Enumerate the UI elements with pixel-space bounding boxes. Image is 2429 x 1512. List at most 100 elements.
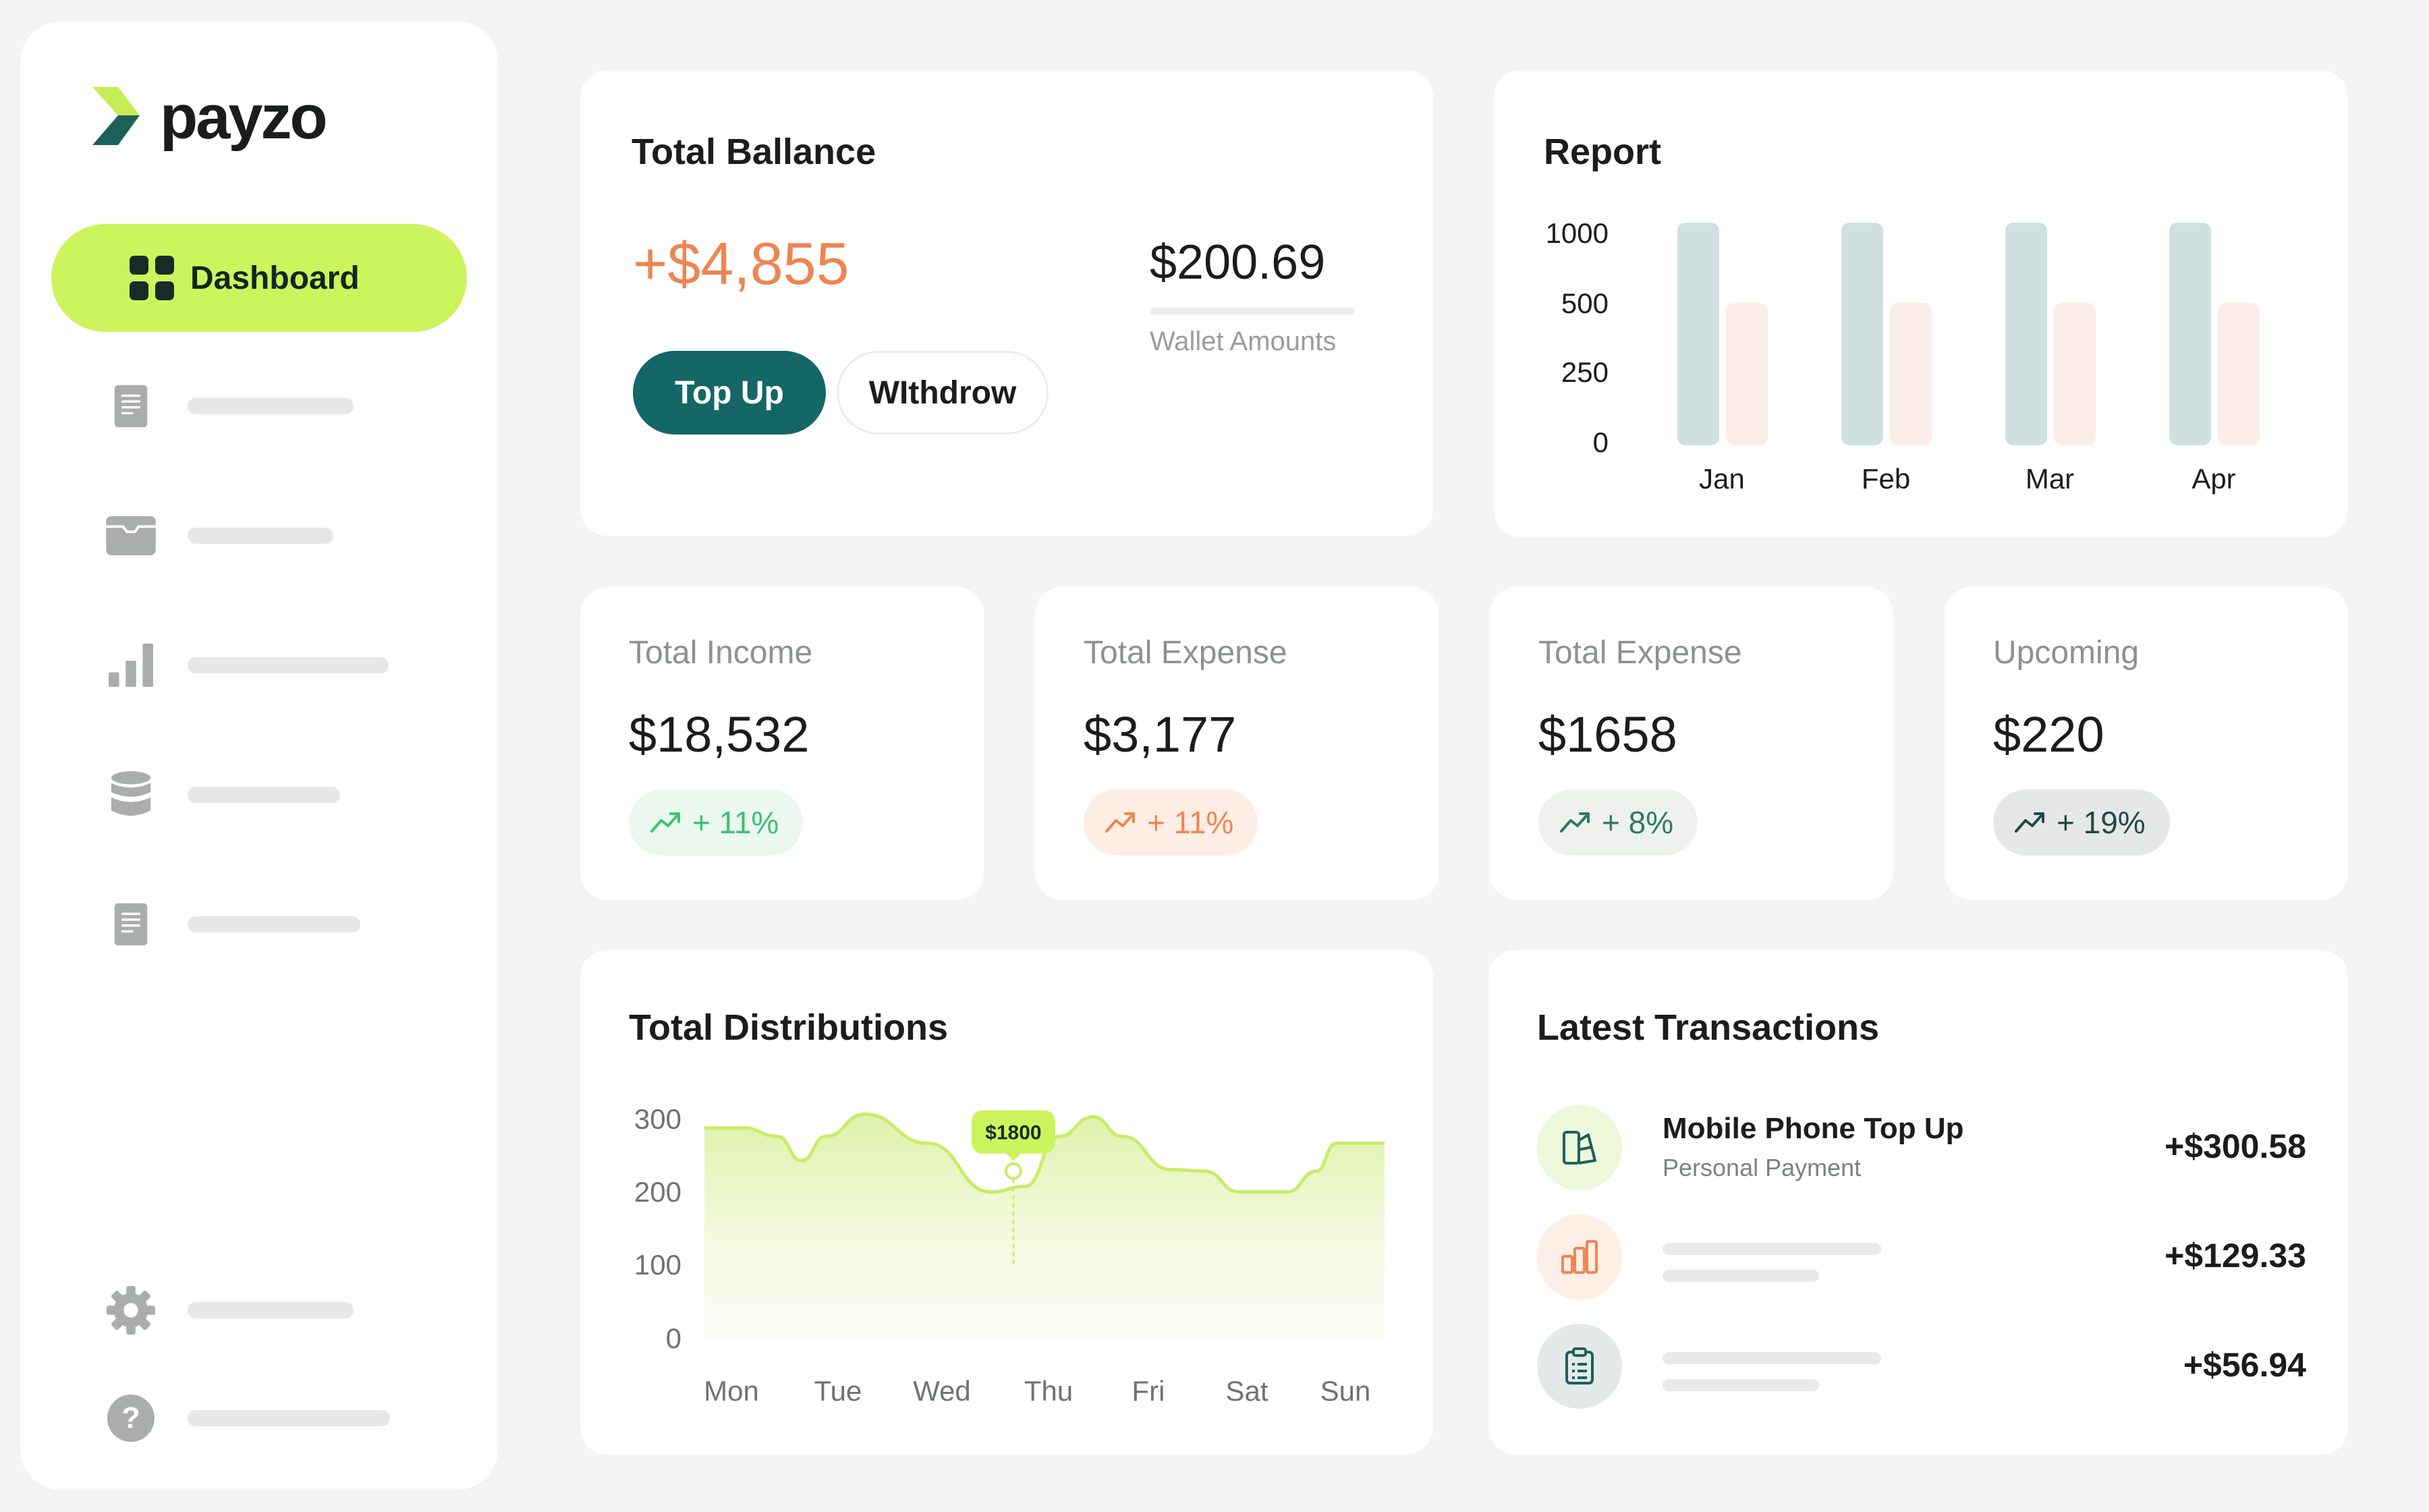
transaction-row[interactable]: Mobile Phone Top Up Personal Payment +$3… xyxy=(1537,1105,2306,1190)
stat-card-total-expense-2: Total Expense $1658 + 8% xyxy=(1490,587,1893,900)
report-bar xyxy=(1677,223,1719,445)
sidebar-item-settings[interactable] xyxy=(20,1270,498,1351)
report-bar xyxy=(2054,302,2096,445)
report-bar xyxy=(2169,223,2211,445)
help-icon: ? xyxy=(105,1393,157,1444)
transaction-subtitle: Personal Payment xyxy=(1663,1154,1862,1181)
stat-label: Upcoming xyxy=(1993,635,2140,671)
transaction-row[interactable]: +$56.94 xyxy=(1537,1324,2306,1409)
transaction-amount: +$129.33 xyxy=(2165,1237,2306,1275)
transaction-row[interactable]: +$129.33 xyxy=(1537,1214,2306,1299)
tooltip-bubble xyxy=(971,1110,1055,1154)
sidebar-item-placeholder xyxy=(188,916,360,932)
trend-badge: + 11% xyxy=(629,789,804,856)
x-tick-label: Mar xyxy=(2026,463,2074,495)
transaction-title-placeholder xyxy=(1663,1352,1881,1364)
database-icon xyxy=(105,769,157,820)
chart-icon xyxy=(1537,1214,1622,1299)
tooltip-arrow xyxy=(1005,1152,1022,1161)
stat-label: Total Income xyxy=(629,635,813,671)
y-tick-label: 0 xyxy=(1593,426,1609,458)
transaction-subtitle-placeholder xyxy=(1663,1379,1819,1391)
sidebar-item-placeholder xyxy=(188,398,354,414)
sidebar-item-notes[interactable] xyxy=(20,884,498,965)
data-point[interactable] xyxy=(1004,1162,1022,1180)
report-bar xyxy=(1726,302,1768,445)
x-tick-label: Apr xyxy=(2191,463,2235,495)
wallet-label: Wallet Amounts xyxy=(1150,327,1337,356)
trend-badge: + 8% xyxy=(1538,789,1698,856)
x-tick-label: Fri xyxy=(1132,1375,1165,1407)
sidebar-item-help[interactable]: ? xyxy=(20,1378,498,1459)
stat-value: $3,177 xyxy=(1084,706,1237,762)
sidebar-item-placeholder xyxy=(188,657,389,673)
transaction-title: Mobile Phone Top Up xyxy=(1663,1112,1964,1145)
card-title: Total Distributions xyxy=(629,1007,948,1048)
sidebar-item-wallet[interactable] xyxy=(20,495,498,576)
sidebar-item-placeholder xyxy=(188,1302,354,1318)
trend-value: + 8% xyxy=(1602,805,1674,840)
sidebar-item-documents[interactable] xyxy=(20,366,498,447)
x-tick-label: Sun xyxy=(1320,1375,1371,1407)
sidebar: payzo Dashboard xyxy=(20,22,498,1490)
distributions-area-chart: 300 200 100 0 $1800 Mon Tue Wed Thu Fri Sat Sun xyxy=(634,1103,1385,1407)
sidebar-item-dashboard[interactable]: Dashboard xyxy=(51,224,467,332)
card-title: Total Ballance xyxy=(632,132,876,172)
x-tick-label: Wed xyxy=(913,1375,971,1407)
top-up-button[interactable]: Top Up xyxy=(633,351,826,435)
x-tick-label: Tue xyxy=(814,1375,862,1407)
bar-chart-icon xyxy=(105,640,157,691)
y-tick-label: 250 xyxy=(1561,356,1609,388)
y-tick-label: 500 xyxy=(1561,287,1609,319)
card-title: Report xyxy=(1544,132,1661,172)
phone-icon xyxy=(1537,1105,1622,1190)
stat-card-upcoming: Upcoming $220 + 19% xyxy=(1945,587,2348,900)
y-tick-label: 1000 xyxy=(1546,217,1609,249)
report-bar-chart: 1000 500 250 0 Jan Feb Mar Apr xyxy=(1546,217,2260,495)
wallet-divider xyxy=(1150,308,1355,314)
wallet-amount: $200.69 xyxy=(1150,235,1326,289)
y-tick-label: 200 xyxy=(634,1176,681,1208)
grid-icon xyxy=(130,256,174,300)
trend-badge: + 11% xyxy=(1084,789,1258,856)
y-tick-label: 100 xyxy=(634,1249,681,1281)
brand-logo[interactable]: payzo xyxy=(91,82,328,152)
trend-up-icon xyxy=(650,812,680,833)
x-tick-label: Jan xyxy=(1699,463,1745,495)
tooltip-label: $1800 xyxy=(985,1122,1041,1144)
trend-up-icon xyxy=(1105,812,1135,833)
x-tick-label: Thu xyxy=(1024,1375,1073,1407)
svg-text:?: ? xyxy=(121,1401,140,1435)
stat-value: $18,532 xyxy=(629,706,810,762)
document-icon xyxy=(105,899,157,950)
withdraw-button[interactable]: WIthdrow xyxy=(837,351,1049,435)
stat-card-total-income: Total Income $18,532 + 11% xyxy=(580,587,984,900)
report-card: Report 1000 500 250 0 Jan Feb Mar Apr xyxy=(1494,70,2348,537)
sidebar-item-label: Dashboard xyxy=(190,260,360,296)
y-tick-label: 0 xyxy=(666,1322,681,1354)
payzo-logo-icon xyxy=(92,87,140,145)
total-balance-card: Total Ballance +$4,855 $200.69 Wallet Am… xyxy=(580,70,1433,536)
stat-label: Total Expense xyxy=(1538,635,1742,671)
report-bar xyxy=(1841,223,1883,445)
document-icon xyxy=(105,381,157,432)
transaction-subtitle-placeholder xyxy=(1663,1270,1819,1282)
trend-up-icon xyxy=(2015,812,2044,833)
transaction-amount: +$300.58 xyxy=(2165,1127,2306,1165)
sidebar-item-database[interactable] xyxy=(20,754,498,835)
trend-badge: + 19% xyxy=(1993,789,2170,856)
x-tick-label: Feb xyxy=(1862,463,1910,495)
stat-value: $1658 xyxy=(1538,706,1677,762)
stat-card-total-expense: Total Expense $3,177 + 11% xyxy=(1035,587,1439,900)
stat-value: $220 xyxy=(1993,706,2104,762)
area-fill xyxy=(704,1114,1385,1338)
x-tick-label: Sat xyxy=(1225,1375,1268,1407)
report-bar xyxy=(2218,302,2260,445)
clipboard-icon xyxy=(1537,1324,1622,1409)
brand-name: payzo xyxy=(160,82,328,152)
sidebar-item-reports[interactable] xyxy=(20,625,498,706)
stat-label: Total Expense xyxy=(1084,635,1287,671)
report-bar xyxy=(2005,223,2047,445)
trend-value: + 11% xyxy=(1147,805,1234,840)
report-bar xyxy=(1890,302,1932,445)
